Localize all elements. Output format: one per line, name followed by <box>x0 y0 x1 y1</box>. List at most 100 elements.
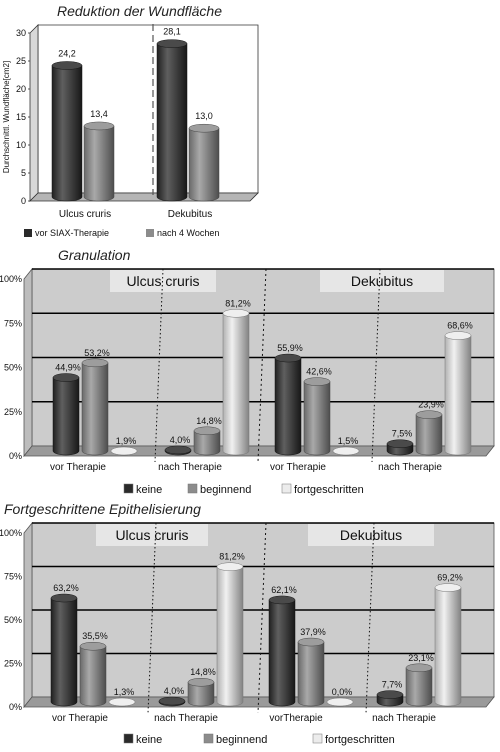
y-tick-label: 15 <box>16 112 26 122</box>
dotted-separator <box>154 268 164 463</box>
chart-reduktion: Reduktion der Wundfläche 0 5 10 15 20 25 30 Durc… <box>2 3 259 238</box>
bar <box>50 593 78 707</box>
bar <box>268 595 296 707</box>
category-label: nach Therapie <box>378 462 442 473</box>
data-label: 1,3% <box>114 687 135 697</box>
y-axis-label: Durchschnittl. Wundfläche[cm2] <box>2 61 11 173</box>
y-tick-label: 20 <box>16 84 26 94</box>
y-tick-label: 100% <box>0 528 22 538</box>
legend-label: vor SIAX-Therapie <box>35 228 109 238</box>
category-label: Dekubitus <box>168 209 212 220</box>
group-separator <box>257 522 267 714</box>
y-tick-label: 25 <box>16 56 26 66</box>
bar <box>187 677 215 707</box>
bar <box>326 697 354 707</box>
bar <box>188 123 220 202</box>
dotted-separator <box>371 268 381 463</box>
bar <box>51 61 83 202</box>
category-label: vor Therapie <box>270 462 326 473</box>
floor <box>23 445 495 457</box>
data-label: 42,6% <box>306 367 332 377</box>
y-tick-label: 100% <box>0 274 22 284</box>
bar <box>434 583 462 707</box>
bar <box>79 641 107 707</box>
data-label: 13,0 <box>195 111 213 121</box>
bar <box>193 426 221 456</box>
group-header-box <box>320 270 444 292</box>
y-tick-label: 75% <box>4 572 22 582</box>
legend-label: beginnend <box>216 734 267 746</box>
side-wall <box>29 24 39 202</box>
bar <box>444 331 472 456</box>
category-label: Ulcus cruris <box>59 209 111 220</box>
legend-label: keine <box>136 484 162 496</box>
legend-swatch <box>24 229 32 237</box>
chart-title: Fortgeschrittene Epithelisierung <box>4 501 201 517</box>
y-tick-label: 50% <box>4 363 22 373</box>
data-label: 14,8% <box>190 667 216 677</box>
data-label: 44,9% <box>55 363 81 373</box>
data-label: 37,9% <box>300 627 326 637</box>
bar <box>274 353 302 456</box>
category-label: nach Therapie <box>372 713 436 724</box>
bar <box>216 562 244 707</box>
group-header-label: Dekubitus <box>351 273 413 289</box>
group-header-box <box>96 524 208 546</box>
y-tick-label: 0 <box>21 196 26 206</box>
data-label: 81,2% <box>225 298 251 308</box>
data-label: 4,0% <box>164 686 185 696</box>
bar <box>222 309 250 456</box>
y-tick-label: 30 <box>16 28 26 38</box>
category-label: vor Therapie <box>52 713 108 724</box>
bar <box>376 690 404 707</box>
category-label: vorTherapie <box>269 713 323 724</box>
data-label: 35,5% <box>82 631 108 641</box>
data-label: 0,0% <box>332 687 353 697</box>
bar <box>83 121 115 202</box>
group-header-box <box>110 270 216 292</box>
bar <box>164 445 192 456</box>
y-tick-label: 25% <box>4 659 22 669</box>
bar <box>158 696 186 707</box>
chart-title: Granulation <box>58 247 131 263</box>
legend-swatch <box>146 229 154 237</box>
data-label: 13,4 <box>90 109 108 119</box>
chart-epithelisierung: Fortgeschrittene Epithelisierung 0% 25% 50%… <box>0 501 495 746</box>
legend-label: keine <box>136 734 162 746</box>
data-label: 1,5% <box>338 436 359 446</box>
category-label: nach Therapie <box>158 462 222 473</box>
legend-swatch <box>187 483 198 494</box>
legend-swatch <box>123 483 134 494</box>
y-tick-label: 75% <box>4 318 22 328</box>
data-label: 68,6% <box>447 321 473 331</box>
data-label: 55,9% <box>277 343 303 353</box>
category-label: vor Therapie <box>50 462 106 473</box>
data-label: 7,5% <box>392 429 413 439</box>
bar <box>303 377 331 456</box>
y-tick-label: 10 <box>16 140 26 150</box>
bar <box>156 39 188 202</box>
floor <box>23 696 495 708</box>
data-label: 69,2% <box>437 573 463 583</box>
bar <box>81 358 109 456</box>
bar <box>405 663 433 707</box>
group-header-box <box>308 524 434 546</box>
group-separator <box>257 268 267 463</box>
bar <box>386 439 414 456</box>
data-label: 24,2 <box>58 48 76 58</box>
bar <box>52 373 80 456</box>
legend-label: nach 4 Wochen <box>157 228 219 238</box>
side-wall <box>23 521 33 709</box>
data-label: 23,9% <box>418 400 444 410</box>
bar <box>110 446 138 456</box>
data-label: 1,9% <box>116 436 137 446</box>
legend-swatch <box>281 483 292 494</box>
bar <box>108 697 136 707</box>
legend-swatch <box>312 733 323 744</box>
y-tick-label: 50% <box>4 615 22 625</box>
data-label: 7,7% <box>382 680 403 690</box>
data-label: 14,8% <box>196 416 222 426</box>
bar <box>297 637 325 707</box>
category-label: nach Therapie <box>154 713 218 724</box>
bar <box>415 410 443 456</box>
